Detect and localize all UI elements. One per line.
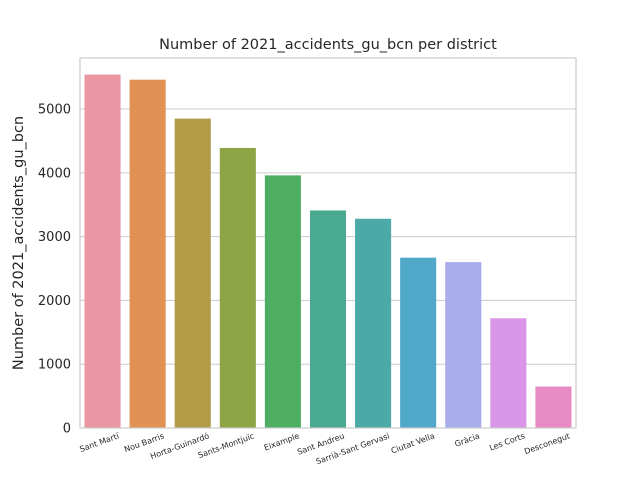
x-tick-label: Sant Martí xyxy=(78,431,121,454)
y-tick-label: 3000 xyxy=(38,230,71,245)
y-tick-label: 5000 xyxy=(38,103,71,118)
x-tick-label: Les Corts xyxy=(488,431,526,452)
y-tick-label: 0 xyxy=(63,422,71,437)
bar xyxy=(355,218,392,428)
chart-title: Number of 2021_accidents_gu_bcn per dist… xyxy=(159,37,497,53)
x-tick-label: Ciutat Vella xyxy=(390,431,436,455)
x-tick-label: Eixample xyxy=(263,431,301,452)
bar xyxy=(535,386,572,428)
y-axis-ticks: 0 1000 2000 3000 4000 5000 xyxy=(38,103,71,437)
bar xyxy=(174,118,211,428)
y-tick-label: 4000 xyxy=(38,166,71,181)
bar xyxy=(264,175,301,428)
y-axis-label: Number of 2021_accidents_gu_bcn xyxy=(11,116,27,370)
x-tick-label: Desconegut xyxy=(523,431,571,456)
y-tick-label: 1000 xyxy=(38,358,71,373)
bar xyxy=(309,210,347,428)
y-tick-label: 2000 xyxy=(38,294,71,309)
x-axis-ticks: Sant Martí Nou BarrisHorta-GuinardóSants-… xyxy=(78,430,571,466)
bar xyxy=(490,318,527,428)
bar xyxy=(84,74,121,428)
bar xyxy=(129,79,166,429)
plot-frame xyxy=(79,57,577,429)
bars xyxy=(84,74,572,429)
bar xyxy=(445,262,482,428)
x-tick-label: Gràcia xyxy=(454,431,482,448)
bar xyxy=(219,147,256,428)
bar xyxy=(400,257,437,428)
